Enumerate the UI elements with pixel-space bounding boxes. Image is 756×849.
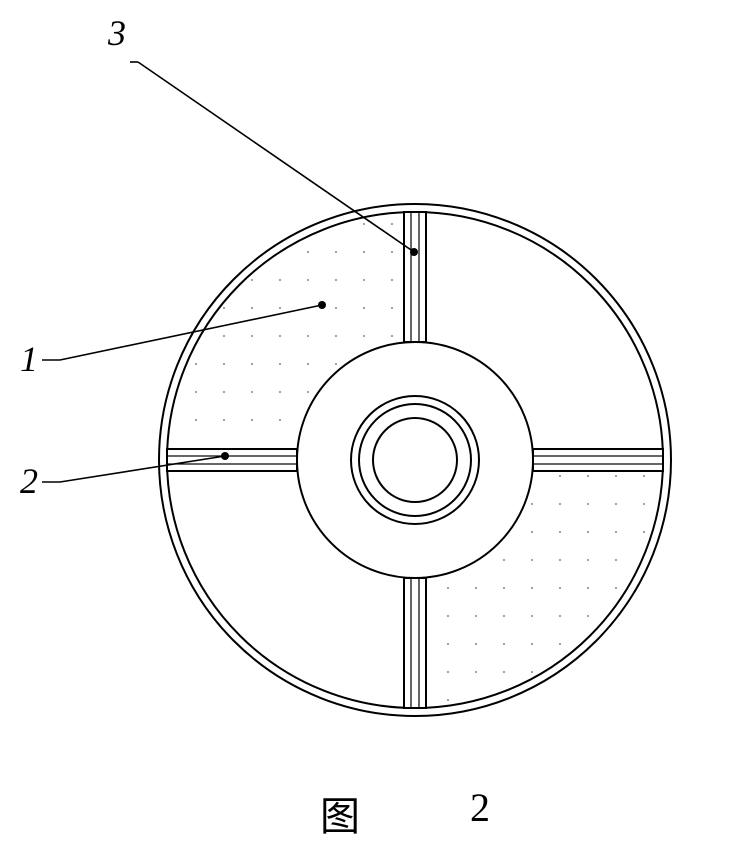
leader-l3 xyxy=(138,62,414,252)
rib-right xyxy=(533,449,663,471)
leader-dot-l2 xyxy=(221,452,229,460)
label-2-text: 2 xyxy=(20,460,38,502)
rib-down xyxy=(404,578,426,708)
label-3-text: 3 xyxy=(108,12,126,54)
caption-number: 2 xyxy=(470,784,490,831)
label-1-text: 1 xyxy=(20,338,38,380)
drawing-group xyxy=(42,62,671,716)
diagram-svg xyxy=(0,0,756,849)
caption-glyph: 图 xyxy=(320,784,360,842)
hub-outer xyxy=(297,342,533,578)
rib-up xyxy=(404,212,426,342)
leader-dot-l3 xyxy=(410,248,418,256)
leader-dot-l1 xyxy=(318,301,326,309)
rib-left xyxy=(167,449,297,471)
